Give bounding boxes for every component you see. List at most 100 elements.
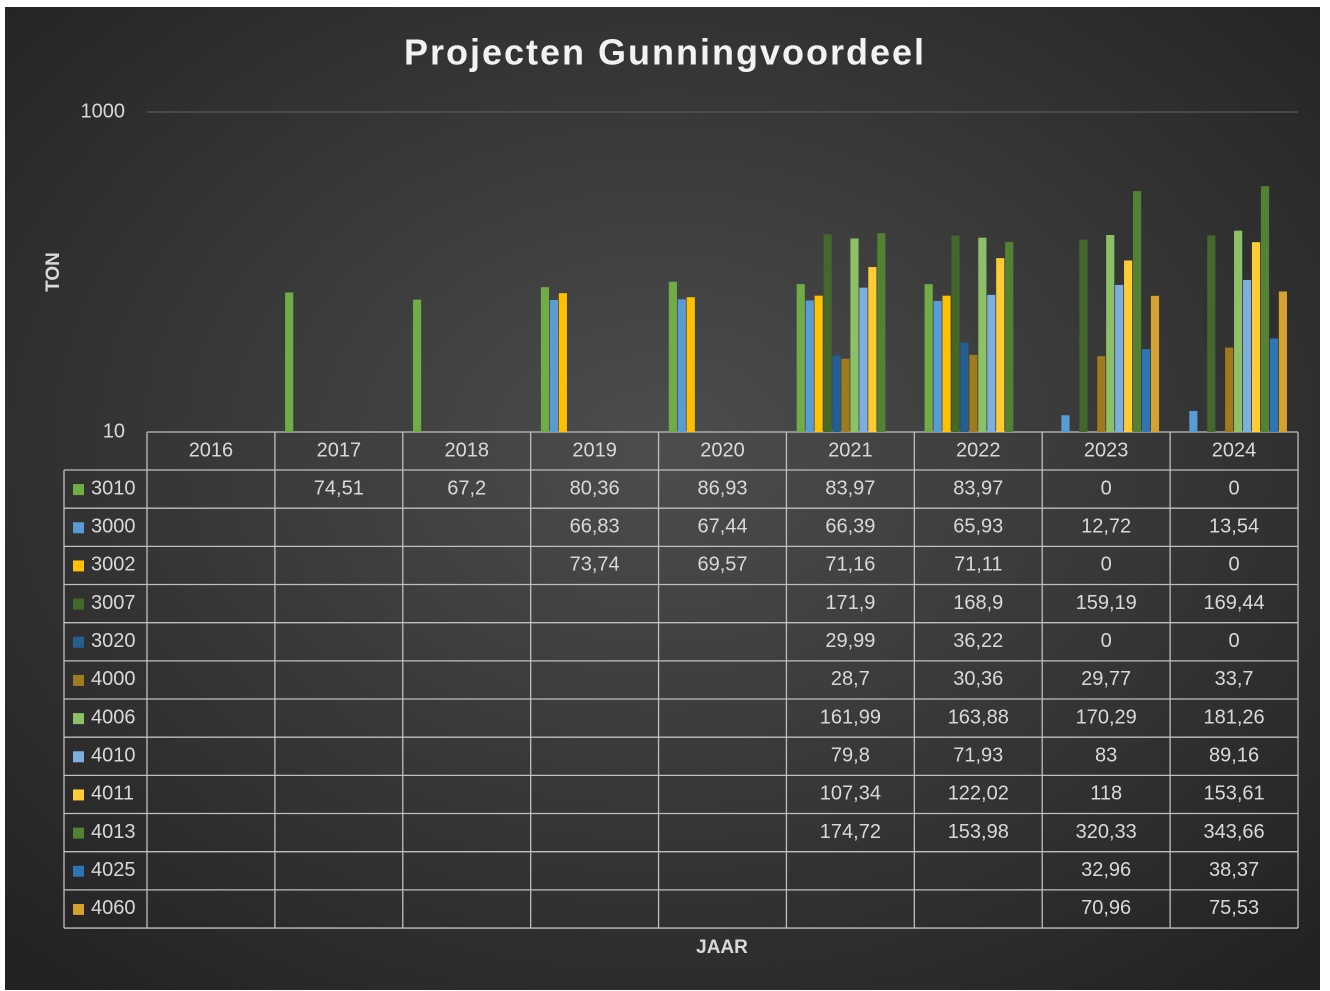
table-cell: 170,29 [1076, 706, 1137, 728]
bar [978, 237, 987, 432]
bar [969, 354, 978, 432]
table-cell: 73,74 [570, 554, 620, 576]
bar [942, 295, 951, 432]
table-cell: 30,36 [953, 668, 1003, 690]
bar [413, 299, 422, 432]
table-cell: 13,54 [1209, 516, 1259, 538]
table-cell: 169,44 [1203, 592, 1264, 614]
x-tick-label: 2016 [189, 439, 234, 461]
legend-key [73, 827, 84, 839]
bar [850, 238, 859, 432]
bar [1133, 191, 1142, 432]
legend-label: 4011 [91, 783, 134, 805]
table-cell: 32,96 [1081, 859, 1131, 881]
legend-key [73, 598, 84, 610]
table-cell: 89,16 [1209, 745, 1259, 767]
table-cell: 70,96 [1081, 897, 1131, 919]
table-cell: 28,7 [831, 668, 870, 690]
bar [1005, 242, 1014, 432]
y-axis-title: TON [43, 252, 64, 292]
bar [1189, 410, 1198, 432]
table-cell: 174,72 [820, 821, 881, 843]
legend-label: 4000 [91, 668, 136, 690]
table-cell: 0 [1101, 477, 1112, 499]
table-cell: 38,37 [1209, 859, 1259, 881]
table-cell: 153,61 [1203, 783, 1264, 805]
bar [841, 358, 850, 432]
x-tick-label: 2023 [1084, 439, 1129, 461]
bar [805, 300, 814, 432]
x-tick-label: 2019 [572, 439, 617, 461]
bar [1243, 279, 1252, 432]
bar [823, 234, 832, 432]
bar [1061, 415, 1070, 432]
bar [987, 294, 996, 432]
table-cell: 80,36 [570, 477, 620, 499]
table-cell: 75,53 [1209, 897, 1259, 919]
legend-key [73, 789, 84, 801]
bar [1278, 291, 1287, 432]
bar [1269, 338, 1279, 432]
x-tick-label: 2022 [956, 439, 1001, 461]
table-cell: 67,2 [447, 477, 486, 499]
bar [859, 287, 868, 432]
legend-label: 4010 [91, 745, 136, 767]
y-tick-label: 10 [103, 420, 125, 442]
table-cell: 74,51 [314, 477, 364, 499]
table-cell: 0 [1101, 630, 1112, 652]
table-cell: 0 [1101, 554, 1112, 576]
legend-key [73, 674, 84, 686]
legend-label: 3002 [91, 554, 136, 576]
table-cell: 159,19 [1076, 592, 1137, 614]
bar [877, 233, 886, 432]
table-cell: 12,72 [1081, 516, 1131, 538]
legend-label: 4060 [91, 897, 136, 919]
bar [1260, 186, 1270, 432]
legend-label: 4006 [91, 706, 136, 728]
x-axis-title: JAAR [696, 937, 748, 958]
legend-label: 4025 [91, 859, 136, 881]
table-cell: 83 [1095, 745, 1117, 767]
table-cell: 0 [1228, 630, 1239, 652]
chart-title: Projecten Gunningvoordeel [404, 32, 926, 73]
table-cell: 83,97 [825, 477, 875, 499]
x-tick-label: 2021 [828, 439, 873, 461]
bar [996, 258, 1005, 432]
table-cell: 107,34 [820, 783, 881, 805]
bar [1150, 295, 1160, 432]
table-cell: 168,9 [953, 592, 1003, 614]
table-cell: 122,02 [948, 783, 1009, 805]
table-cell: 29,99 [825, 630, 875, 652]
table-cell: 343,66 [1203, 821, 1264, 843]
y-tick-label: 1000 [81, 100, 126, 122]
chart-background [5, 7, 1320, 990]
bar [924, 284, 933, 432]
table-cell: 71,93 [953, 745, 1003, 767]
bar [814, 295, 823, 432]
bar [285, 292, 294, 432]
bar [1141, 349, 1151, 432]
x-tick-label: 2017 [317, 439, 362, 461]
bar [540, 287, 550, 432]
legend-key [73, 865, 84, 877]
table-cell: 86,93 [697, 477, 747, 499]
table-cell: 118 [1090, 783, 1122, 805]
legend-key [73, 636, 84, 648]
bar [1079, 239, 1088, 432]
table-cell: 67,44 [697, 516, 747, 538]
table-cell: 171,9 [825, 592, 875, 614]
bar [832, 355, 841, 432]
bar [1234, 230, 1243, 432]
table-cell: 71,16 [825, 554, 875, 576]
bar [668, 281, 677, 432]
legend-key [73, 751, 84, 763]
table-cell: 0 [1228, 477, 1239, 499]
bar [868, 267, 877, 432]
table-cell: 29,77 [1081, 668, 1131, 690]
table-cell: 66,83 [570, 516, 620, 538]
bar [549, 300, 559, 432]
table-cell: 153,98 [948, 821, 1009, 843]
bar [951, 235, 960, 432]
